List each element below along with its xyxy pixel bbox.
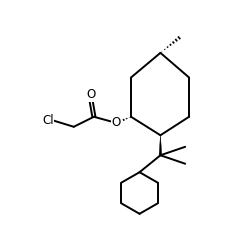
Text: Cl: Cl: [42, 114, 53, 127]
Text: O: O: [111, 116, 120, 129]
Polygon shape: [158, 135, 161, 155]
Text: O: O: [86, 88, 95, 101]
